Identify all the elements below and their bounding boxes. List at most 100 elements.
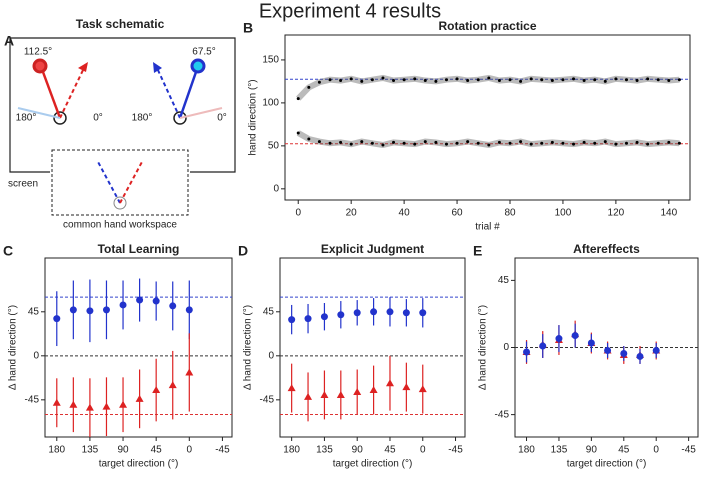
- point: [540, 141, 544, 145]
- point: [336, 390, 345, 398]
- screen-outline: [9, 37, 236, 173]
- point: [304, 315, 312, 323]
- arrow: [178, 71, 198, 119]
- point: [635, 79, 639, 83]
- y-tick-label: 0: [268, 350, 274, 361]
- y-axis-label: Δ hand direction (°): [243, 305, 254, 390]
- y-axis-label: hand direction (°): [248, 79, 259, 155]
- arrowhead: [78, 62, 88, 72]
- point: [85, 403, 94, 411]
- point: [102, 402, 111, 410]
- point: [119, 400, 128, 408]
- point: [349, 142, 353, 146]
- point: [392, 79, 396, 83]
- x-tick-label: 45: [151, 445, 163, 456]
- panel-letter: B: [243, 20, 253, 36]
- start: [173, 111, 187, 125]
- workspace-label: common hand workspace: [63, 220, 177, 231]
- point: [582, 140, 586, 144]
- y-tick-label: 0: [503, 342, 509, 353]
- figure-title: Experiment 4 results: [259, 0, 441, 22]
- arrowhead: [153, 62, 162, 73]
- point: [370, 141, 374, 145]
- point: [497, 79, 501, 83]
- point: [296, 97, 300, 101]
- point: [635, 140, 639, 144]
- arrow: [179, 107, 223, 119]
- x-tick-label: 90: [586, 445, 598, 456]
- point: [656, 141, 660, 145]
- point: [152, 297, 160, 305]
- point: [646, 142, 650, 146]
- point: [386, 308, 394, 316]
- y-tick-label: 0: [273, 183, 279, 194]
- x-tick-label: -45: [681, 445, 696, 456]
- point: [508, 141, 512, 145]
- x-tick-label: 180: [48, 445, 65, 456]
- point: [603, 140, 607, 144]
- point: [419, 309, 427, 317]
- panel-letter: E: [473, 243, 482, 259]
- y-tick-label: -45: [495, 409, 510, 420]
- point: [328, 78, 332, 82]
- y-tick-label: 45: [263, 306, 275, 317]
- point: [423, 140, 427, 144]
- point: [317, 80, 321, 84]
- point: [136, 296, 144, 304]
- plot-frame: [284, 34, 691, 201]
- point: [539, 342, 547, 350]
- angle-label: 67.5°: [192, 47, 215, 58]
- x-tick-label: 90: [352, 445, 364, 456]
- x-tick-label: 0: [420, 445, 426, 456]
- point: [353, 309, 361, 317]
- point: [587, 339, 595, 347]
- point: [288, 316, 296, 324]
- x-tick-label: 135: [551, 445, 568, 456]
- point: [353, 388, 362, 396]
- point: [52, 398, 61, 406]
- point: [413, 77, 417, 81]
- x-tick-label: 0: [653, 445, 659, 456]
- point: [476, 141, 480, 145]
- point: [317, 140, 321, 144]
- series-line: [296, 74, 680, 101]
- schematic-title: Task schematic: [76, 17, 165, 31]
- point: [487, 76, 491, 80]
- series-line: [296, 130, 680, 149]
- point: [169, 302, 177, 310]
- point: [385, 379, 394, 387]
- x-axis-label: target direction (°): [333, 459, 413, 470]
- y-tick-label: -45: [25, 394, 40, 405]
- angle-label: 180°: [16, 113, 37, 124]
- point: [119, 301, 127, 309]
- plot-frame: [44, 257, 233, 438]
- point: [523, 348, 531, 356]
- point: [307, 137, 311, 141]
- x-tick-label: 60: [451, 208, 463, 219]
- point: [582, 79, 586, 83]
- point: [185, 368, 194, 376]
- point: [466, 79, 470, 83]
- point: [656, 78, 660, 82]
- point: [529, 142, 533, 146]
- point: [360, 140, 364, 144]
- x-tick-label: 100: [555, 208, 572, 219]
- point: [571, 332, 579, 340]
- point: [320, 390, 329, 398]
- point: [487, 143, 491, 147]
- point: [423, 79, 427, 83]
- point: [455, 141, 459, 145]
- point: [370, 308, 378, 316]
- point: [476, 78, 480, 82]
- plot-frame: [279, 257, 466, 438]
- point: [455, 77, 459, 81]
- x-tick-label: 135: [316, 445, 333, 456]
- x-tick-label: 135: [82, 445, 99, 456]
- point: [624, 78, 628, 82]
- point: [370, 78, 374, 82]
- point: [572, 77, 576, 81]
- y-tick-label: 0: [33, 350, 39, 361]
- point: [550, 79, 554, 83]
